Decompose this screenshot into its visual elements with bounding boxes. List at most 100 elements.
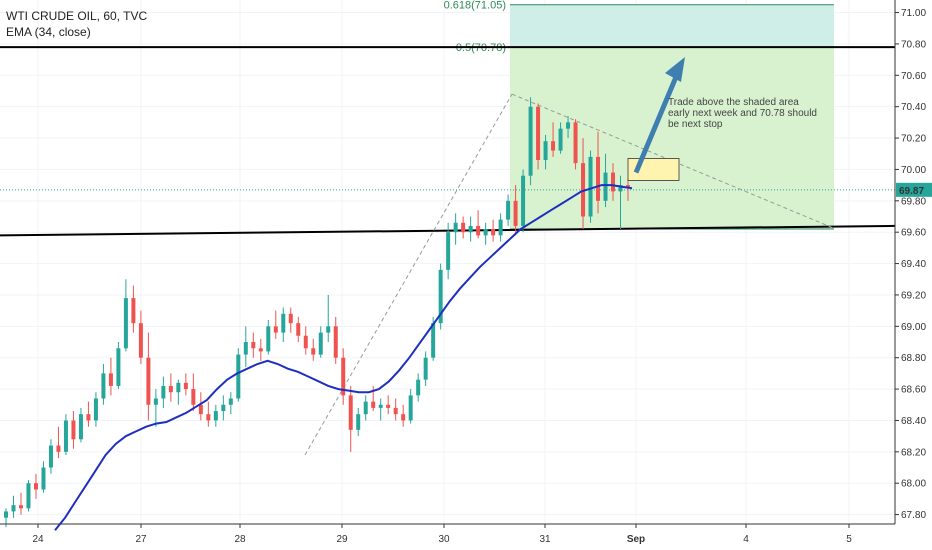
candle — [453, 213, 458, 245]
candle-body — [56, 445, 61, 452]
candle — [71, 411, 76, 449]
candle — [161, 376, 166, 408]
candle — [18, 492, 23, 515]
candle — [228, 392, 233, 415]
y-tick-label: 68.60 — [901, 385, 926, 396]
candle — [86, 401, 91, 427]
candle — [401, 404, 406, 427]
candle-body — [386, 404, 391, 408]
candle-body — [26, 483, 31, 509]
annotation-line-3: be next stop — [668, 119, 723, 130]
candle-body — [536, 106, 541, 161]
candle-body — [243, 342, 248, 355]
candle-body — [281, 313, 286, 333]
candle — [198, 392, 203, 421]
candle-body — [543, 141, 548, 161]
candle-body — [198, 404, 203, 415]
candle — [56, 426, 61, 459]
chart-legend: WTI CRUDE OIL, 60, TVC EMA (34, close) — [6, 8, 147, 40]
x-tick-label: 5 — [846, 534, 852, 545]
candle — [363, 395, 368, 421]
candle-body — [18, 505, 23, 509]
x-tick-label: 4 — [743, 534, 749, 545]
candle — [423, 351, 428, 386]
candle — [123, 279, 128, 352]
candle-body — [93, 398, 98, 421]
annotation-line-1: Trade above the shaded area — [668, 97, 799, 108]
fib-zone-upper — [510, 4, 834, 48]
candle-body — [146, 357, 151, 405]
candle-body — [78, 414, 83, 440]
candle-body — [258, 348, 263, 352]
candle-body — [4, 511, 8, 518]
candle — [236, 348, 241, 402]
candle-body — [273, 326, 278, 333]
candle — [26, 480, 31, 512]
candle — [41, 461, 46, 493]
x-tick-label: 29 — [336, 534, 348, 545]
candle-body — [168, 385, 173, 393]
candle-body — [506, 200, 511, 220]
candle — [603, 153, 608, 208]
candle — [251, 332, 256, 358]
candle-body — [438, 269, 443, 324]
y-tick-label: 69.80 — [901, 196, 926, 207]
candle-body — [251, 342, 256, 349]
candle — [333, 316, 338, 364]
candle — [573, 119, 578, 170]
candle-body — [311, 348, 316, 355]
candle — [33, 473, 38, 499]
candle-body — [213, 411, 218, 421]
candle-body — [101, 373, 106, 399]
y-tick-label: 68.40 — [901, 416, 926, 427]
candle — [536, 103, 541, 170]
candle-body — [461, 222, 466, 233]
candle-body — [483, 229, 488, 236]
candle-body — [498, 219, 503, 236]
candle-body — [603, 172, 608, 201]
y-tick-label: 70.40 — [901, 102, 926, 113]
x-tick-label: 30 — [438, 534, 450, 545]
y-tick-label: 70.60 — [901, 71, 926, 82]
x-tick-label: 27 — [135, 534, 147, 545]
candle — [243, 326, 248, 368]
candle — [596, 131, 601, 214]
candle-body — [33, 483, 38, 490]
candle — [168, 373, 173, 402]
candle-body — [303, 335, 308, 349]
candle — [408, 389, 413, 424]
dashed-downtrend-line — [511, 93, 833, 228]
candle — [483, 222, 488, 245]
trend-lines — [0, 46, 896, 456]
indicator-label: EMA (34, close) — [6, 25, 91, 39]
candle-body — [416, 379, 421, 396]
candle — [273, 310, 278, 339]
candle — [191, 373, 196, 412]
candle-body — [116, 348, 121, 386]
candle — [318, 326, 323, 358]
candle-body — [221, 404, 226, 412]
x-tick-label: 24 — [32, 534, 44, 545]
candle — [543, 134, 548, 170]
y-tick-label: 69.40 — [901, 259, 926, 270]
ema-polyline — [54, 184, 633, 531]
candle-body — [341, 357, 346, 396]
x-tick-label: Sep — [627, 534, 645, 545]
candle — [326, 294, 331, 343]
candle-body — [453, 222, 458, 233]
candle-body — [618, 185, 623, 192]
candle — [348, 385, 353, 452]
y-tick-label: 68.80 — [901, 353, 926, 364]
candle-body — [131, 298, 136, 324]
candle-body — [296, 323, 301, 336]
candle — [498, 213, 503, 242]
y-axis-background — [895, 0, 932, 550]
candle-body — [378, 404, 383, 408]
candle-body — [588, 156, 593, 217]
candle — [176, 379, 181, 405]
candle-body — [153, 398, 158, 405]
y-tick-label: 70.80 — [901, 39, 926, 50]
candle-body — [11, 505, 16, 512]
